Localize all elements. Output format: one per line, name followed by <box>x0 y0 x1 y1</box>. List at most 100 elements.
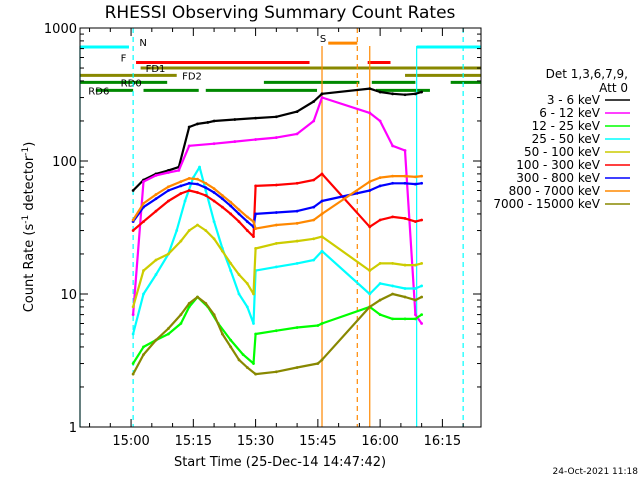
state-bar-label-fd2: FD2 <box>182 71 202 82</box>
series-6-point-3 <box>167 189 170 192</box>
series-1-point-1 <box>142 180 145 184</box>
series-7-point-16 <box>295 221 299 225</box>
series-1-point-18 <box>420 322 424 325</box>
legend-label-7: 800 - 7000 keV <box>509 184 601 198</box>
series-8-point-22 <box>414 298 417 302</box>
series-5-point-4 <box>179 192 183 195</box>
series-2-point-0 <box>131 362 135 365</box>
series-7-point-24 <box>420 174 424 178</box>
series-7-point-21 <box>391 174 394 178</box>
series-7-point-22 <box>403 174 407 178</box>
series-4-point-1 <box>142 269 145 272</box>
series-4-point-6 <box>196 223 199 227</box>
series-5-point-2 <box>154 209 158 213</box>
series-0-point-5 <box>187 125 191 129</box>
series-6-point-16 <box>295 209 299 213</box>
legend-label-6: 300 - 800 keV <box>516 171 600 185</box>
y-axis-label-main: Count Rate (s <box>22 224 37 313</box>
series-0-point-15 <box>368 87 372 91</box>
series-4-point-5 <box>187 229 191 232</box>
footer-date: 24-Oct-2021 11:18 <box>553 467 639 477</box>
series-4-point-10 <box>229 261 233 265</box>
series-1-point-4 <box>177 168 181 172</box>
series-7-point-20 <box>378 176 382 180</box>
series-5-point-19 <box>368 225 372 229</box>
series-3-point-11 <box>229 269 233 272</box>
series-5-point-22 <box>403 217 407 220</box>
series-6-point-15 <box>274 211 278 214</box>
axis-ticks: 15:00 15:15 15:30 15:45 16:00 16:15 1 10 100 1000 <box>44 22 481 449</box>
series-0-point-13 <box>312 100 316 103</box>
state-bar-label-rd6: RD6 <box>88 86 109 97</box>
legend-label-3: 25 - 50 keV <box>532 132 601 146</box>
series-4-point-17 <box>312 237 316 241</box>
series-6-point-4 <box>179 184 183 188</box>
series-7-point-23 <box>414 175 417 179</box>
x-tick-label-1: 15:15 <box>175 434 212 449</box>
series-7-point-10 <box>229 200 233 204</box>
series-2-point-11 <box>252 362 255 365</box>
series-7-point-11 <box>237 208 241 212</box>
series-5-point-7 <box>204 194 208 197</box>
series-3-point-0 <box>131 332 135 336</box>
x-tick-label-2: 15:30 <box>237 434 274 449</box>
series-2-point-15 <box>316 324 320 327</box>
series-0-point-20 <box>420 90 424 94</box>
series-6-point-12 <box>245 220 249 224</box>
legend-label-5: 100 - 300 keV <box>516 158 600 172</box>
series-6-point-14 <box>254 212 257 216</box>
series-7-point-1 <box>142 201 145 205</box>
series-5-point-14 <box>254 184 257 188</box>
legend-label-4: 50 - 100 keV <box>524 145 601 159</box>
series-2-point-20 <box>403 317 407 321</box>
series-2-point-3 <box>167 332 170 336</box>
series-0-point-6 <box>196 122 199 126</box>
series-8-point-0 <box>131 372 135 376</box>
data-series <box>131 87 424 376</box>
series-1-point-5 <box>187 144 191 148</box>
series-6-point-11 <box>237 212 241 216</box>
series-8-point-5 <box>187 301 191 305</box>
series-3-point-13 <box>245 305 249 309</box>
series-2-point-13 <box>274 329 278 333</box>
series-1-point-3 <box>167 171 170 174</box>
series-5-point-10 <box>229 212 233 216</box>
series-4-point-20 <box>378 261 382 265</box>
y-tick-label-0: 1 <box>69 421 77 436</box>
x-axis-label: Start Time (25-Dec-14 14:47:42) <box>174 455 386 470</box>
series-5-point-21 <box>391 215 394 219</box>
series-0-point-0 <box>131 189 135 192</box>
series-8-point-14 <box>274 370 278 374</box>
x-tick-label-5: 16:15 <box>424 434 461 449</box>
series-1-point-15 <box>391 144 394 148</box>
series-0-point-7 <box>206 121 210 124</box>
series-3-point-25 <box>420 284 424 288</box>
series-1-point-6 <box>212 142 216 146</box>
series-7-point-17 <box>312 218 316 222</box>
series-8-point-18 <box>368 305 372 309</box>
series-5-point-8 <box>212 199 216 203</box>
series-3-point-18 <box>312 258 316 262</box>
series-6-point-19 <box>368 189 372 192</box>
y-axis-label-end: ) <box>22 142 37 147</box>
series-line-8 <box>132 292 423 376</box>
series-3-point-8 <box>204 189 208 192</box>
series-1-point-14 <box>378 119 382 123</box>
series-8-point-7 <box>204 301 208 305</box>
series-line-3 <box>132 166 423 335</box>
series-0-point-17 <box>391 92 394 96</box>
series-0-point-9 <box>233 118 237 121</box>
series-6-point-18 <box>320 199 324 203</box>
series-8-point-20 <box>391 292 394 296</box>
series-4-point-14 <box>254 247 257 250</box>
series-3-point-14 <box>252 322 255 325</box>
series-8-point-13 <box>254 372 257 376</box>
series-8-point-15 <box>295 366 299 369</box>
series-4-point-2 <box>154 258 158 262</box>
series-4-point-19 <box>368 269 372 272</box>
plot-frame <box>79 27 482 428</box>
